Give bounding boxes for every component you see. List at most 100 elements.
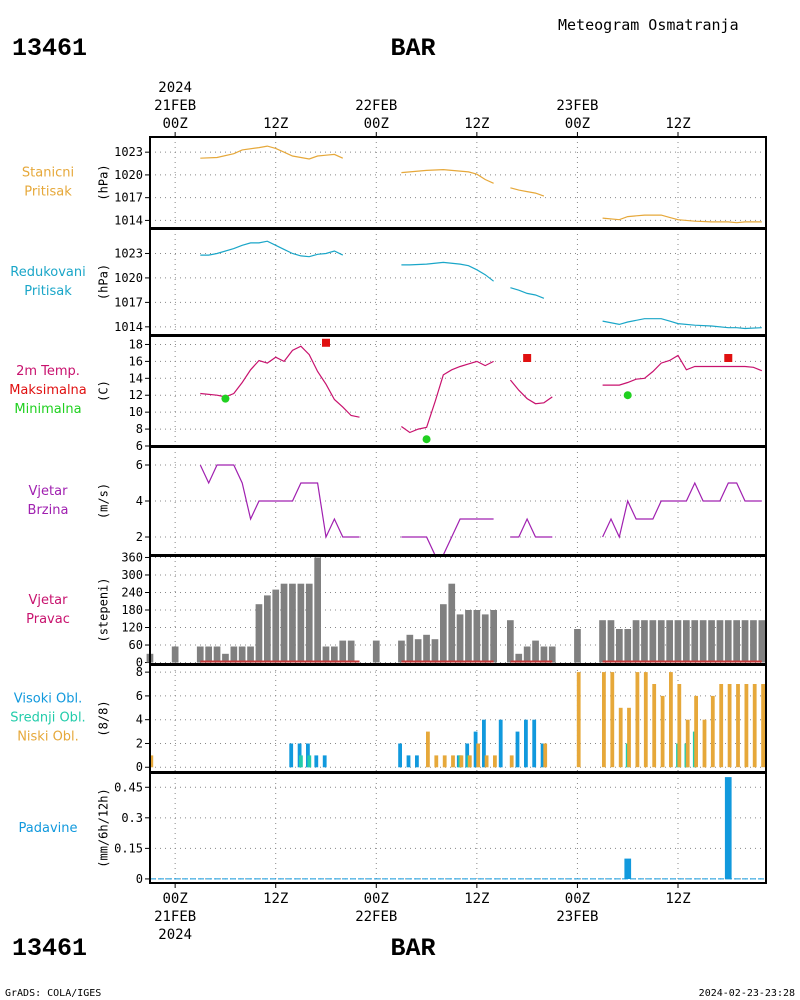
bar	[406, 634, 414, 663]
unit-label: (hPa)	[97, 164, 111, 200]
y-tick-label: 1014	[114, 213, 143, 227]
bar	[149, 755, 154, 768]
panel-pravac: 0 60 120 180 240 300 360 (stepeni) Vjetar Pravac	[26, 550, 767, 670]
bar	[297, 583, 305, 663]
bar	[442, 755, 447, 768]
y-tick-label: 10	[129, 405, 143, 419]
panel-label: Vjetar	[29, 484, 69, 499]
y-tick-label: 1020	[114, 271, 143, 285]
bar	[222, 653, 229, 663]
series-line	[510, 187, 545, 197]
series-line	[200, 345, 360, 418]
date-label-bottom: 22FEB	[355, 909, 397, 925]
unit-label: (hPa)	[97, 264, 111, 300]
panel-label: Vjetar	[29, 593, 69, 608]
bar	[213, 646, 221, 663]
meteogram-title: Meteogram Osmatranja	[558, 16, 739, 34]
series-line	[510, 517, 553, 538]
year-label-bottom: 2024	[158, 927, 192, 943]
y-tick-label: 360	[121, 550, 143, 564]
bar	[540, 743, 545, 768]
series-line	[602, 481, 762, 539]
y-tick-label: 4	[136, 494, 143, 508]
bar	[372, 640, 380, 663]
panel-padavine: 0 0.15 0.3 0.45(mm/6h/12h) Padavine	[19, 772, 767, 886]
bar	[699, 620, 707, 663]
series-line	[401, 360, 494, 434]
bar	[632, 620, 640, 663]
tmin-marker	[623, 391, 632, 400]
bar	[758, 620, 766, 663]
unit-label: (8/8)	[97, 700, 111, 736]
bar	[456, 614, 464, 663]
bar	[255, 604, 263, 663]
panel-frame	[149, 136, 767, 229]
bar	[299, 755, 303, 768]
bar	[467, 755, 472, 768]
bar	[702, 719, 707, 768]
panels: 1014101710201023(hPa)StanicniPritisak101…	[9, 136, 767, 886]
station-id-top: 13461	[12, 34, 87, 63]
date-label-bottom: 23FEB	[556, 909, 598, 925]
panel-frame	[149, 772, 767, 884]
y-tick-label: 0.3	[121, 811, 143, 825]
panel-label: Pritisak	[24, 284, 72, 299]
series-line	[199, 464, 360, 540]
series-line	[401, 168, 494, 184]
bar	[708, 620, 715, 663]
bar	[448, 583, 456, 663]
bar	[484, 755, 489, 768]
series-line	[200, 240, 344, 258]
bar	[482, 719, 486, 768]
tmin-marker	[422, 435, 431, 444]
bar	[624, 629, 632, 663]
bar	[289, 583, 296, 663]
y-tick-label: 0	[136, 656, 143, 670]
bar	[666, 620, 673, 663]
hour-label-bottom: 00Z	[162, 891, 187, 907]
footer-timestamp: 2024-02-23-23:28	[699, 988, 795, 999]
bar	[677, 684, 682, 768]
bar	[524, 719, 528, 768]
hour-label-bottom: 12Z	[464, 891, 489, 907]
bar	[507, 620, 514, 663]
panel-frame	[149, 335, 767, 447]
unit-label: (stepeni)	[97, 577, 111, 642]
bar	[627, 707, 631, 768]
bar	[616, 629, 623, 663]
bar	[741, 620, 749, 663]
y-tick-label: 60	[129, 638, 143, 652]
hour-label-bottom: 00Z	[565, 891, 590, 907]
panel-vjetar: 2 4 6 (m/s) Vjetar Brzina	[28, 446, 767, 556]
panel-label: Stanicni	[22, 166, 74, 181]
bar	[347, 640, 355, 663]
bar	[490, 610, 497, 663]
bar	[515, 731, 520, 768]
series-line	[602, 318, 762, 330]
bar	[305, 583, 313, 663]
y-tick-label: 1020	[114, 168, 143, 182]
hour-label-top: 00Z	[162, 116, 187, 132]
hour-label-bottom: 12Z	[665, 891, 690, 907]
bar	[674, 620, 682, 663]
y-tick-label: 18	[129, 337, 143, 351]
bar	[694, 695, 698, 768]
date-label-top: 23FEB	[556, 98, 598, 114]
bar	[280, 583, 288, 663]
bar	[196, 646, 204, 663]
station-name-top: BAR	[390, 34, 435, 63]
y-tick-label: 300	[121, 568, 143, 582]
bar	[264, 595, 271, 663]
hour-label-top: 00Z	[565, 116, 590, 132]
bar	[576, 672, 581, 768]
y-tick-label: 8	[136, 665, 143, 679]
bar	[657, 620, 665, 663]
bar	[205, 646, 212, 663]
bar	[322, 646, 330, 663]
bar	[618, 707, 623, 768]
panel-stanicni: 1014 1017 1020 1023(hPa) Stanicni Pritisak	[22, 136, 767, 229]
hour-label-top: 00Z	[364, 116, 389, 132]
y-tick-label: 8	[136, 422, 143, 436]
bar	[398, 640, 405, 663]
